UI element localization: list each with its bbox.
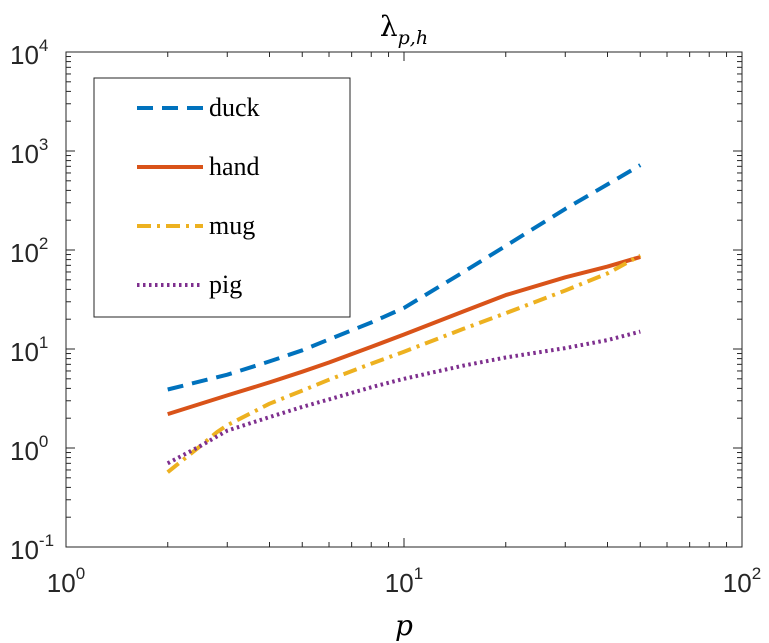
y-tick-label: 102 xyxy=(10,234,48,268)
y-tick-label: 100 xyxy=(10,432,48,466)
x-axis-label: p xyxy=(395,609,413,642)
x-tick-label: 101 xyxy=(385,564,423,598)
series-line-pig xyxy=(166,329,641,466)
y-tick-label: 104 xyxy=(10,36,48,70)
x-tick-label: 100 xyxy=(47,564,85,598)
chart-title-subscript: p,h xyxy=(398,27,428,49)
series-line-mug xyxy=(166,253,642,474)
chart-title: λp,h xyxy=(380,10,428,49)
series-line-duck xyxy=(167,163,642,392)
legend-label-duck: duck xyxy=(209,93,260,122)
legend-label-mug: mug xyxy=(209,211,255,240)
series-layer xyxy=(166,163,642,474)
series-line-hand xyxy=(167,255,641,417)
x-tick-label: 102 xyxy=(723,564,761,598)
legend-label-hand: hand xyxy=(209,152,260,181)
legend-box xyxy=(93,77,351,318)
legend: duck hand mug pig xyxy=(93,77,351,318)
y-tick-label: 101 xyxy=(10,333,48,367)
legend-label-pig: pig xyxy=(209,270,242,299)
y-tick-label: 103 xyxy=(10,135,48,169)
y-tick-label: 10-1 xyxy=(10,531,54,565)
